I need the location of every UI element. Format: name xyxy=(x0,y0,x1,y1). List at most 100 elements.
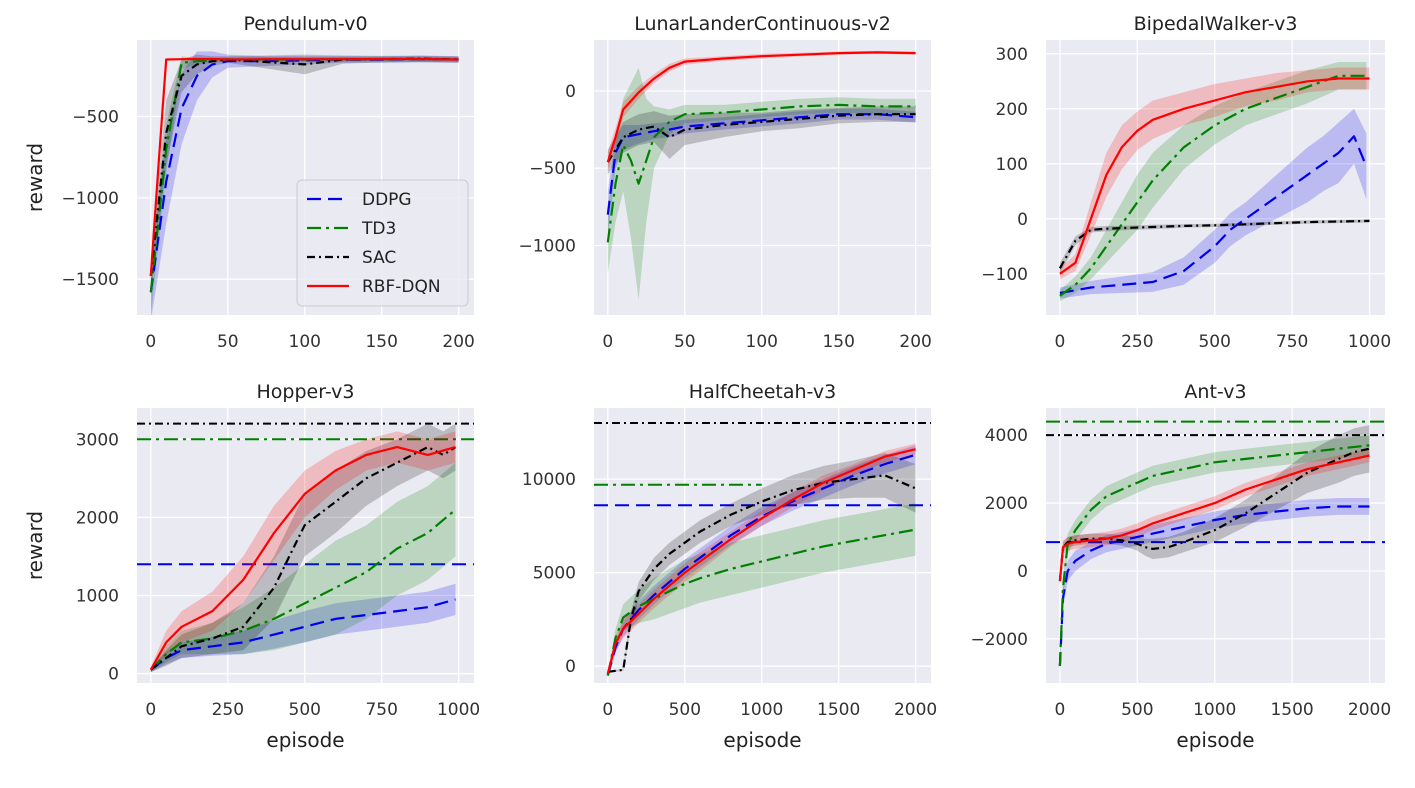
y-tick-label: −500 xyxy=(529,159,576,179)
y-axis-label: reward xyxy=(23,511,47,580)
y-tick-label: 1000 xyxy=(76,587,119,607)
y-tick-label: 0 xyxy=(108,665,119,685)
band-rbf-dqn xyxy=(150,431,456,673)
y-tick-label: 200 xyxy=(996,100,1028,120)
x-tick-label: 500 xyxy=(669,700,701,720)
series-line-ddpg xyxy=(606,113,916,215)
plot-area xyxy=(137,408,474,683)
x-tick-label: 750 xyxy=(365,700,397,720)
band-sac xyxy=(607,452,916,673)
plot-area xyxy=(594,408,931,683)
series-line-td3 xyxy=(606,103,916,243)
plot-content xyxy=(137,422,474,673)
y-tick-label: −2000 xyxy=(970,630,1028,650)
y-tick-label: 5000 xyxy=(533,564,576,584)
x-tick-label: 50 xyxy=(217,332,239,352)
x-tick-label: 0 xyxy=(145,332,156,352)
band-sac xyxy=(150,423,456,673)
x-tick-label: 150 xyxy=(365,332,397,352)
y-tick-label: 3000 xyxy=(76,430,119,450)
x-tick-label: 2000 xyxy=(1348,700,1391,720)
series-line-rbf-dqn xyxy=(1058,454,1370,582)
series-line-ddpg xyxy=(150,598,456,671)
x-tick-label: 0 xyxy=(1055,332,1066,352)
series-line-rbf-dqn xyxy=(149,57,459,276)
x-tick-label: 0 xyxy=(145,700,156,720)
x-tick-label: 2000 xyxy=(894,700,937,720)
x-tick-label: 1000 xyxy=(740,700,783,720)
x-tick-label: 1000 xyxy=(1193,700,1236,720)
panel-bipedalwalker-v3: 0 250 500 750 1000 −100 0 100 200 300 BipedalWalke… xyxy=(981,13,1391,352)
panel-title: Hopper-v3 xyxy=(257,381,355,403)
plot-area xyxy=(594,40,931,315)
y-tick-label: 0 xyxy=(565,82,576,102)
x-tick-label: 150 xyxy=(822,332,854,352)
legend-label-ddpg: DDPG xyxy=(362,190,412,210)
y-tick-label: 2000 xyxy=(985,494,1028,514)
y-tick-label: 10000 xyxy=(522,470,576,490)
panel-ant-v3: 0 500 1000 1500 2000 −2000 0 2000 4000 Ant-v3 epis… xyxy=(970,381,1391,752)
panel-lunarlandercontinuous-v2: 0 50 100 150 200 −1000 −500 0 LunarLanderContinu… xyxy=(518,13,931,352)
y-tick-label: −1000 xyxy=(61,189,119,209)
series-line-sac xyxy=(1058,447,1370,582)
x-tick-label: 750 xyxy=(1276,332,1308,352)
series-line-sac xyxy=(150,446,457,671)
plot-content xyxy=(149,51,459,315)
x-tick-label: 500 xyxy=(1198,332,1230,352)
x-axis-label: episode xyxy=(723,728,801,752)
y-axis-label: reward xyxy=(23,143,47,212)
series-line-sac xyxy=(607,474,917,673)
panel-title: Pendulum-v0 xyxy=(243,13,367,35)
legend-label-td3: TD3 xyxy=(361,219,396,239)
band-ddpg xyxy=(1059,498,1370,673)
panel-halfcheetah-v3: 0 500 1000 1500 2000 0 5000 10000 HalfCheetah-v3… xyxy=(522,381,937,752)
x-tick-label: 250 xyxy=(1121,332,1153,352)
band-sac xyxy=(607,106,916,175)
x-tick-label: 1000 xyxy=(437,700,480,720)
y-tick-label: 0 xyxy=(565,657,576,677)
series-line-td3 xyxy=(1058,444,1370,667)
panel-pendulum-v0: 0 50 100 150 200 −1500 −1000 −500 Pendulum-v0 rew… xyxy=(23,13,475,352)
plot-content xyxy=(606,50,916,300)
x-tick-label: 500 xyxy=(1121,700,1153,720)
x-tick-label: 50 xyxy=(674,332,696,352)
x-tick-label: 1500 xyxy=(817,700,860,720)
gridlines xyxy=(594,408,931,683)
x-axis-label: episode xyxy=(266,728,344,752)
panel-title: Ant-v3 xyxy=(1184,381,1246,403)
band-rbf-dqn xyxy=(1059,67,1370,280)
x-tick-label: 0 xyxy=(1055,700,1066,720)
legend: DDPG TD3 SAC RBF-DQN xyxy=(296,179,469,307)
legend-label-rbf-dqn: RBF-DQN xyxy=(362,277,441,297)
series-line-sac xyxy=(606,113,916,163)
y-tick-label: 0 xyxy=(1017,210,1028,230)
x-tick-label: 200 xyxy=(899,332,931,352)
x-tick-label: 500 xyxy=(289,700,321,720)
band-td3 xyxy=(607,503,916,678)
band-ddpg xyxy=(1059,108,1367,299)
y-tick-label: −100 xyxy=(981,265,1028,285)
series-line-rbf-dqn xyxy=(606,448,916,674)
series-line-rbf-dqn xyxy=(149,446,456,671)
series-line-td3 xyxy=(150,508,457,671)
band-td3 xyxy=(1059,62,1367,302)
y-tick-label: 0 xyxy=(1017,562,1028,582)
y-tick-label: 100 xyxy=(996,155,1028,175)
y-tick-label: 2000 xyxy=(76,508,119,528)
x-axis-label: episode xyxy=(1176,728,1254,752)
x-tick-label: 1000 xyxy=(1348,332,1391,352)
panel-title: HalfCheetah-v3 xyxy=(689,381,836,403)
legend-label-sac: SAC xyxy=(362,248,396,268)
x-tick-label: 250 xyxy=(212,700,244,720)
band-ddpg xyxy=(607,445,916,678)
series-line-rbf-dqn xyxy=(606,51,916,163)
gridlines xyxy=(594,40,931,315)
plot-content xyxy=(594,421,931,678)
x-tick-label: 0 xyxy=(602,332,613,352)
y-tick-label: −1000 xyxy=(518,236,576,256)
gridlines xyxy=(1046,40,1385,315)
panel-hopper-v3: 0 250 500 750 1000 0 1000 2000 3000 Hopper-v3 rewa… xyxy=(23,381,480,752)
x-tick-label: 100 xyxy=(746,332,778,352)
y-tick-label: 300 xyxy=(996,45,1028,65)
